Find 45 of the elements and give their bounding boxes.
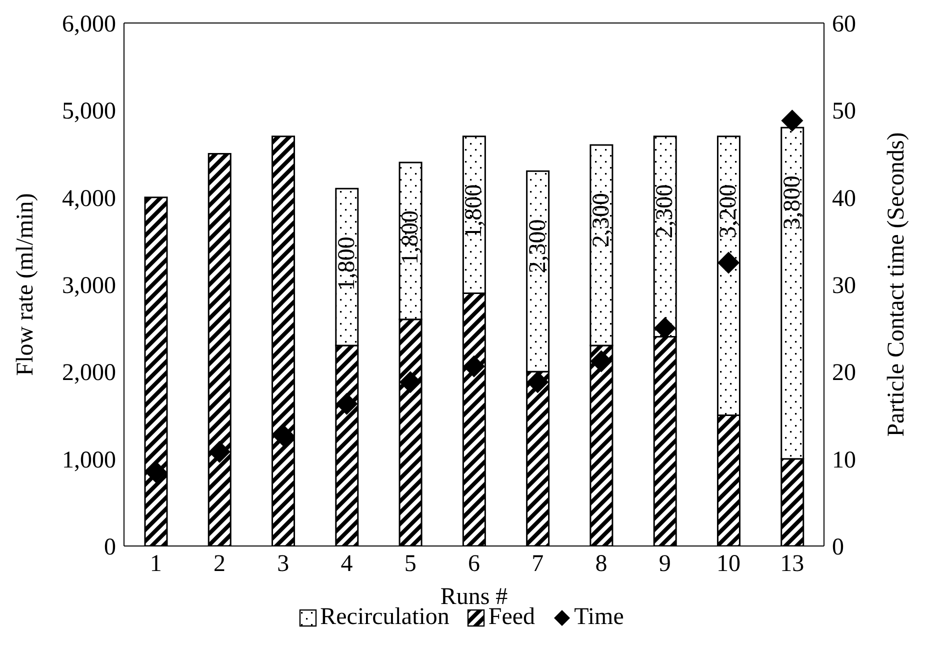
legend-label: Time xyxy=(574,604,624,631)
y-tick-label: 6,000 xyxy=(62,12,116,38)
y-tick-label: 3,000 xyxy=(62,273,116,300)
y-tick-label: 1,000 xyxy=(62,447,116,474)
y-tick-label: 4,000 xyxy=(62,186,116,212)
x-tick-label: 1 xyxy=(150,551,162,578)
y2-tick-label: 50 xyxy=(832,98,856,125)
x-tick-label: 7 xyxy=(532,551,544,578)
point xyxy=(590,350,612,372)
point xyxy=(272,424,294,446)
x-tick-label: 5 xyxy=(404,551,416,578)
y-tick-label: 5,000 xyxy=(62,98,116,125)
y-tick-label: 2,000 xyxy=(62,360,116,386)
y2-axis-title: Particle Contact time (Seconds) xyxy=(884,132,910,437)
x-tick-label: 4 xyxy=(340,551,353,578)
point xyxy=(463,355,485,378)
y2-tick-label: 0 xyxy=(832,534,844,561)
point xyxy=(718,252,740,274)
data-label: 3,800 xyxy=(779,176,806,230)
data-label: 3,200 xyxy=(716,184,742,238)
x-tick-label: 13 xyxy=(780,551,804,578)
y-axis-title: Flow rate (ml/min) xyxy=(12,193,39,376)
y2-tick-label: 20 xyxy=(832,360,856,386)
y2-tick-label: 10 xyxy=(832,447,856,474)
x-tick-label: 9 xyxy=(658,551,671,578)
x-tick-label: 2 xyxy=(213,551,226,578)
data-label: 2,300 xyxy=(652,184,678,238)
x-tick-label: 3 xyxy=(277,551,290,578)
point xyxy=(399,371,422,394)
y2-tick-label: 40 xyxy=(832,186,856,212)
data-label: 2,300 xyxy=(588,193,614,248)
y2-tick-label: 60 xyxy=(832,12,856,38)
legend-label: Feed xyxy=(488,604,536,631)
point xyxy=(526,371,549,394)
x-tick-label: 8 xyxy=(595,551,608,578)
point xyxy=(336,392,358,415)
point xyxy=(781,110,804,132)
x-tick-label: 6 xyxy=(468,551,480,578)
x-tick-label: 10 xyxy=(716,551,741,578)
y2-tick-label: 30 xyxy=(832,273,856,300)
data-label: 1,800 xyxy=(398,210,424,264)
legend-label: Recirculation xyxy=(320,604,450,631)
point xyxy=(208,440,230,463)
y-tick-label: 0 xyxy=(104,534,116,561)
data-label: 1,800 xyxy=(461,184,488,238)
